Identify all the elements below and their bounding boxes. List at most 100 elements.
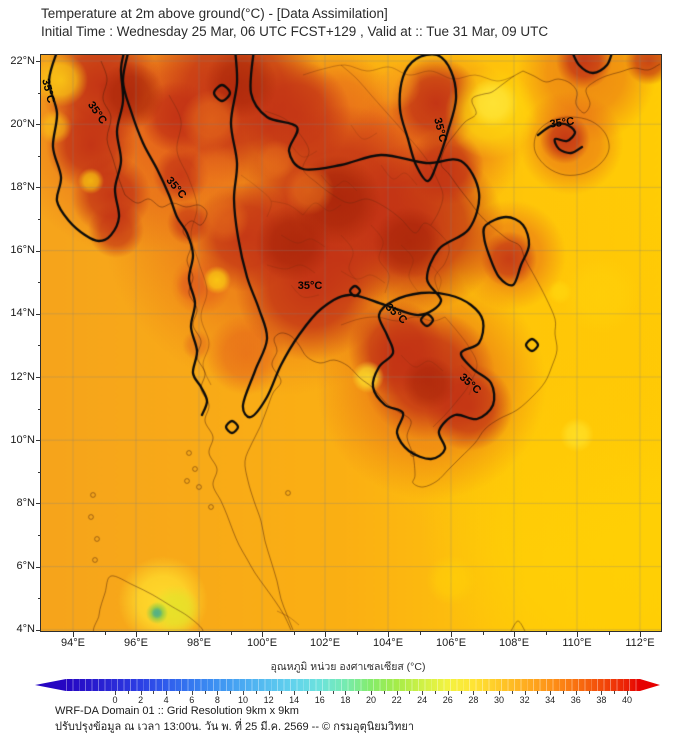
lon-tick-major [325,632,326,637]
colorbar-tick-minor [588,691,590,694]
lat-tick-label: 12°N [10,370,35,383]
colorbar-tick-major [422,691,424,695]
lat-tick-major [36,250,41,252]
lon-tick-minor [167,632,169,635]
colorbar-tick-major [473,691,475,695]
colorbar-tick-label: 2 [138,695,144,705]
lon-tick-label: 98°E [187,637,211,649]
colorbar-tick-major [627,691,628,695]
colorbar-tick-label: 16 [314,695,325,705]
colorbar-tick-minor [563,691,564,694]
lon-tick-label: 108°E [498,637,530,649]
map-plot-area: 35°C 35°C 35°C 35°C 35°C 35°C 35°C 35°C [39,54,662,632]
colorbar-tick-label: 10 [237,695,248,705]
colorbar-tick-minor [332,691,334,694]
colorbar-tick-label: 40 [621,695,632,705]
lat-tick-minor [38,92,41,94]
colorbar-left-arrow [35,679,66,691]
lat-tick-label: 8°N [16,496,35,509]
lat-tick-major [36,61,41,62]
colorbar-tick-minor [230,691,232,694]
lat-tick-minor [38,282,41,284]
lat-tick-minor [38,598,41,600]
colorbar-title: อุณหภูมิ หน่วย องศาเซลเซียส (°C) [270,661,426,673]
lat-tick-minor [38,155,41,157]
contour-label: 35°C [297,280,323,292]
title-block: Temperature at 2m above ground(°C) - [Da… [41,5,548,41]
lon-tick-major [73,632,74,637]
lat-tick-major [36,187,41,189]
colorbar-tick-minor [307,691,308,694]
map-title: Temperature at 2m above ground(°C) - [Da… [41,6,388,21]
colorbar-tick-label: 28 [468,695,479,705]
map-subtitle: Initial Time : Wednesday 25 Mar, 06 UTC … [41,24,549,39]
lon-tick-minor [293,632,295,635]
colorbar-tick-major [166,691,168,695]
lon-tick-major [514,632,515,637]
colorbar-segment-separators [66,679,640,691]
colorbar-tick-major [575,691,577,695]
colorbar-tick-major [499,691,500,695]
colorbar-tick-major [396,691,398,695]
lon-tick-minor [356,632,358,635]
colorbar-tick-label: 36 [570,695,581,705]
colorbar-tick-major [524,691,526,695]
colorbar-right-arrow [640,679,660,691]
lon-tick-minor [608,632,610,635]
colorbar-tick-minor [435,691,436,694]
lon-tick-minor [482,632,484,635]
colorbar-tick-minor [255,691,257,694]
colorbar-tick-label: 34 [545,695,556,705]
lon-tick-major [451,632,452,637]
lat-tick-label: 20°N [10,117,35,130]
colorbar-tick-major [601,691,603,695]
lon-tick-major [136,632,137,637]
colorbar-tick-major [217,691,219,695]
lon-tick-label: 112°E [625,637,655,649]
colorbar-tick-major [319,691,321,695]
lat-tick-minor [38,219,41,220]
colorbar-tick-label: 0 [112,695,118,705]
lat-tick-label: 18°N [10,180,35,193]
lon-tick-label: 110°E [562,637,592,649]
lat-tick-major [36,629,41,631]
footer-update-info: ปรับปรุงข้อมูล ณ เวลา 13:00น. วัน พ. ที่… [55,721,415,733]
lat-tick-label: 4°N [16,623,35,636]
lat-tick-minor [38,345,41,347]
colorbar-tick-major [243,691,244,695]
lon-tick-label: 102°E [309,637,341,649]
colorbar-tick-minor [281,691,283,694]
colorbar-tick-label: 24 [417,695,428,705]
lat-tick-major [36,440,41,442]
footer-domain-info: WRF-DA Domain 01 :: Grid Resolution 9km … [55,705,299,717]
lon-tick-minor [419,632,421,635]
colorbar-tick-major [115,691,116,695]
lat-tick-label: 10°N [10,433,35,446]
colorbar-tick-minor [460,691,462,694]
colorbar-tick-minor [409,691,411,694]
lon-tick-major [577,632,578,637]
colorbar-tick-label: 12 [263,695,274,705]
colorbar-tick-label: 20 [365,695,376,705]
lon-tick-label: 104°E [372,637,404,649]
colorbar-tick-label: 22 [391,695,402,705]
footer-block: WRF-DA Domain 01 :: Grid Resolution 9km … [55,703,414,735]
lat-tick-major [36,124,41,126]
colorbar-tick-minor [127,691,129,694]
colorbar-tick-label: 26 [442,695,453,705]
lon-tick-label: 100°E [246,637,278,649]
colorbar-tick-minor [179,691,180,694]
colorbar-tick-major [294,691,296,695]
lon-tick-major [640,632,641,637]
colorbar-tick-minor [537,691,539,694]
lat-tick-minor [38,408,41,410]
colorbar-tick-major [140,691,142,695]
lon-tick-major [388,632,389,637]
colorbar-tick-label: 30 [493,695,504,705]
colorbar-tick-major [191,691,193,695]
colorbar-tick-label: 6 [189,695,195,705]
colorbar-tick-label: 14 [289,695,300,705]
colorbar-tick-major [550,691,552,695]
colorbar-tick-label: 32 [519,695,530,705]
